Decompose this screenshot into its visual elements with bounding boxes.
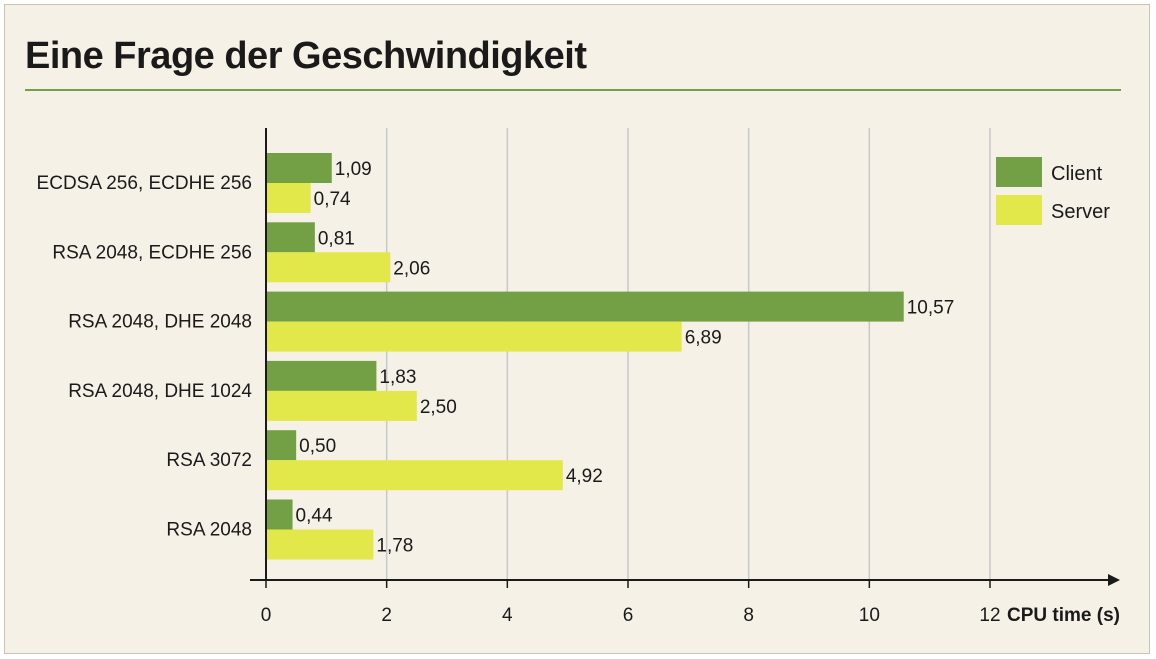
title-divider <box>25 89 1121 91</box>
x-tick-label: 2 <box>381 605 392 626</box>
bar-value-label: 0,44 <box>296 506 333 527</box>
category-label: RSA 2048, ECDHE 256 <box>52 242 252 263</box>
category-label: RSA 2048, DHE 2048 <box>68 312 252 333</box>
bar-client <box>267 360 377 391</box>
bar-server <box>267 390 417 421</box>
category-label: RSA 3072 <box>166 450 252 471</box>
bar-value-label: 6,89 <box>685 328 722 349</box>
x-axis-title: CPU time (s) <box>1007 605 1120 626</box>
category-label: ECDSA 256, ECDHE 256 <box>37 173 252 194</box>
bar-server <box>267 460 563 491</box>
bar-client <box>267 499 293 530</box>
bar-server <box>267 183 311 213</box>
bar-client <box>267 430 297 461</box>
chart-title: Eine Frage der Geschwindigkeit <box>25 35 587 77</box>
x-tick-label: 6 <box>623 605 634 626</box>
x-tick-label: 4 <box>502 605 513 626</box>
x-axis-arrow <box>1108 574 1120 586</box>
bar-value-label: 1,83 <box>379 367 416 388</box>
bar-server <box>267 321 682 352</box>
legend-label: Client <box>1051 163 1103 185</box>
x-tick-label: 8 <box>743 605 754 626</box>
bar-client <box>267 291 904 322</box>
bar-value-label: 2,06 <box>393 258 430 279</box>
legend-swatch <box>996 195 1042 225</box>
bar-value-label: 10,57 <box>907 298 955 319</box>
bar-value-label: 4,92 <box>566 466 603 487</box>
x-tick-label: 0 <box>261 605 272 626</box>
category-label: RSA 2048, DHE 1024 <box>68 381 252 402</box>
category-label: RSA 2048 <box>166 520 252 541</box>
bar-server <box>267 252 391 283</box>
bar-value-label: 1,78 <box>376 536 413 557</box>
bar-value-label: 0,50 <box>299 436 336 457</box>
bar-value-label: 1,09 <box>335 159 372 180</box>
bar-client <box>267 222 315 253</box>
x-tick-label: 10 <box>859 605 880 626</box>
legend-swatch <box>996 157 1042 187</box>
bar-client <box>267 153 332 183</box>
bar-value-label: 2,50 <box>420 397 457 418</box>
x-tick-label: 12 <box>979 605 1000 626</box>
bar-value-label: 0,81 <box>318 228 355 249</box>
bar-server <box>267 529 374 560</box>
bar-value-label: 0,74 <box>314 189 351 210</box>
legend-label: Server <box>1051 201 1110 223</box>
